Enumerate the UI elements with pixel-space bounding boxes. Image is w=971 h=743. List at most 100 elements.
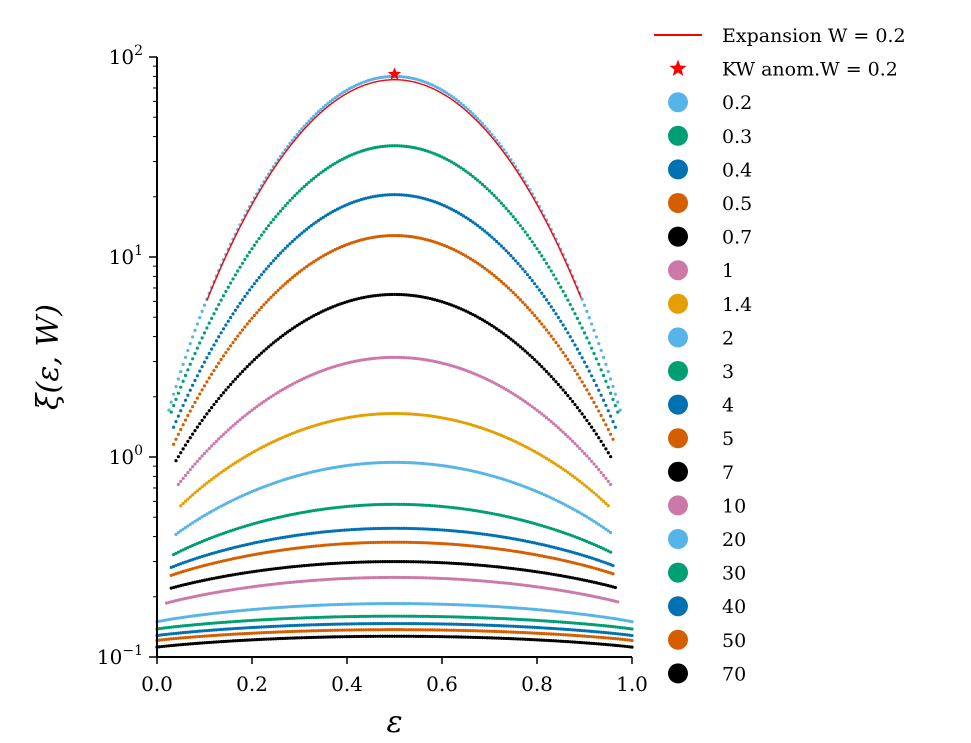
data-point — [502, 204, 506, 208]
data-point — [601, 355, 606, 359]
data-point — [324, 603, 328, 607]
data-point — [290, 382, 294, 386]
data-point — [414, 634, 418, 638]
data-point — [404, 460, 408, 465]
data-point — [309, 223, 313, 228]
data-point — [625, 626, 629, 630]
data-point — [259, 401, 264, 405]
data-point — [255, 569, 259, 573]
data-point — [582, 513, 587, 518]
data-point — [419, 527, 423, 531]
data-point — [499, 581, 503, 585]
data-point — [457, 529, 461, 533]
data-point — [326, 212, 330, 216]
data-point — [321, 543, 325, 547]
data-point — [419, 503, 423, 507]
data-point — [411, 356, 416, 360]
data-point — [566, 627, 570, 632]
data-point — [233, 639, 237, 643]
data-point — [269, 624, 273, 629]
data-point — [525, 539, 530, 544]
data-point — [573, 633, 577, 638]
data-point — [333, 577, 337, 581]
data-point — [302, 510, 306, 514]
data-point — [438, 622, 442, 626]
data-point — [611, 625, 615, 629]
data-point — [385, 634, 389, 638]
data-point — [549, 639, 553, 643]
data-point — [535, 631, 539, 635]
data-point — [547, 458, 551, 462]
data-point — [352, 541, 356, 545]
data-point — [167, 632, 171, 636]
data-point — [217, 361, 221, 365]
data-point — [504, 387, 508, 392]
data-point — [205, 326, 209, 330]
data-point — [407, 634, 411, 638]
data-point — [613, 404, 617, 408]
data-point — [326, 506, 330, 511]
data-point — [333, 161, 337, 165]
data-point — [207, 592, 211, 596]
data-point — [240, 416, 245, 420]
data-point — [580, 641, 584, 645]
data-point — [219, 611, 223, 615]
data-point — [556, 588, 560, 592]
data-point — [530, 279, 534, 283]
data-point — [433, 602, 437, 606]
data-point — [381, 460, 385, 465]
data-point — [421, 622, 425, 626]
data-point — [611, 384, 615, 389]
data-point — [321, 622, 325, 627]
data-point — [518, 567, 522, 572]
data-point — [229, 315, 233, 320]
data-point — [568, 335, 572, 339]
data-point — [373, 293, 378, 298]
data-point — [174, 636, 178, 641]
data-point — [514, 617, 518, 621]
data-point — [224, 323, 228, 327]
data-point — [362, 634, 366, 639]
data-point — [485, 377, 489, 381]
data-point — [347, 415, 351, 419]
data-point — [426, 576, 430, 580]
data-point — [257, 637, 261, 642]
data-point — [340, 628, 344, 632]
data-point — [400, 634, 404, 638]
data-point — [217, 628, 221, 632]
data-point — [264, 630, 268, 635]
data-point — [573, 640, 577, 644]
data-point — [563, 589, 568, 593]
data-point — [597, 388, 601, 392]
data-point — [630, 638, 634, 643]
data-point — [616, 400, 620, 404]
data-point — [314, 623, 318, 627]
data-point — [468, 629, 473, 633]
data-point — [262, 303, 266, 307]
legend-marker-0.2 — [668, 92, 688, 113]
data-point — [430, 628, 435, 632]
data-point — [594, 357, 598, 361]
data-point — [528, 637, 532, 642]
data-point — [549, 626, 553, 630]
data-point — [362, 413, 366, 417]
data-point — [492, 534, 496, 538]
data-point — [335, 465, 340, 469]
data-point — [485, 604, 489, 608]
data-point — [402, 75, 406, 79]
data-point — [549, 459, 553, 463]
data-point — [205, 612, 209, 616]
data-point — [302, 579, 306, 583]
data-point — [331, 628, 335, 632]
data-point — [575, 640, 579, 644]
data-point — [442, 635, 446, 639]
data-point — [604, 615, 608, 619]
data-point — [364, 614, 368, 618]
data-point — [333, 635, 337, 639]
data-point — [402, 144, 406, 148]
data-point — [240, 456, 245, 460]
data-point — [364, 413, 368, 417]
data-point — [179, 597, 183, 602]
data-point — [321, 254, 325, 258]
data-point — [207, 376, 211, 380]
